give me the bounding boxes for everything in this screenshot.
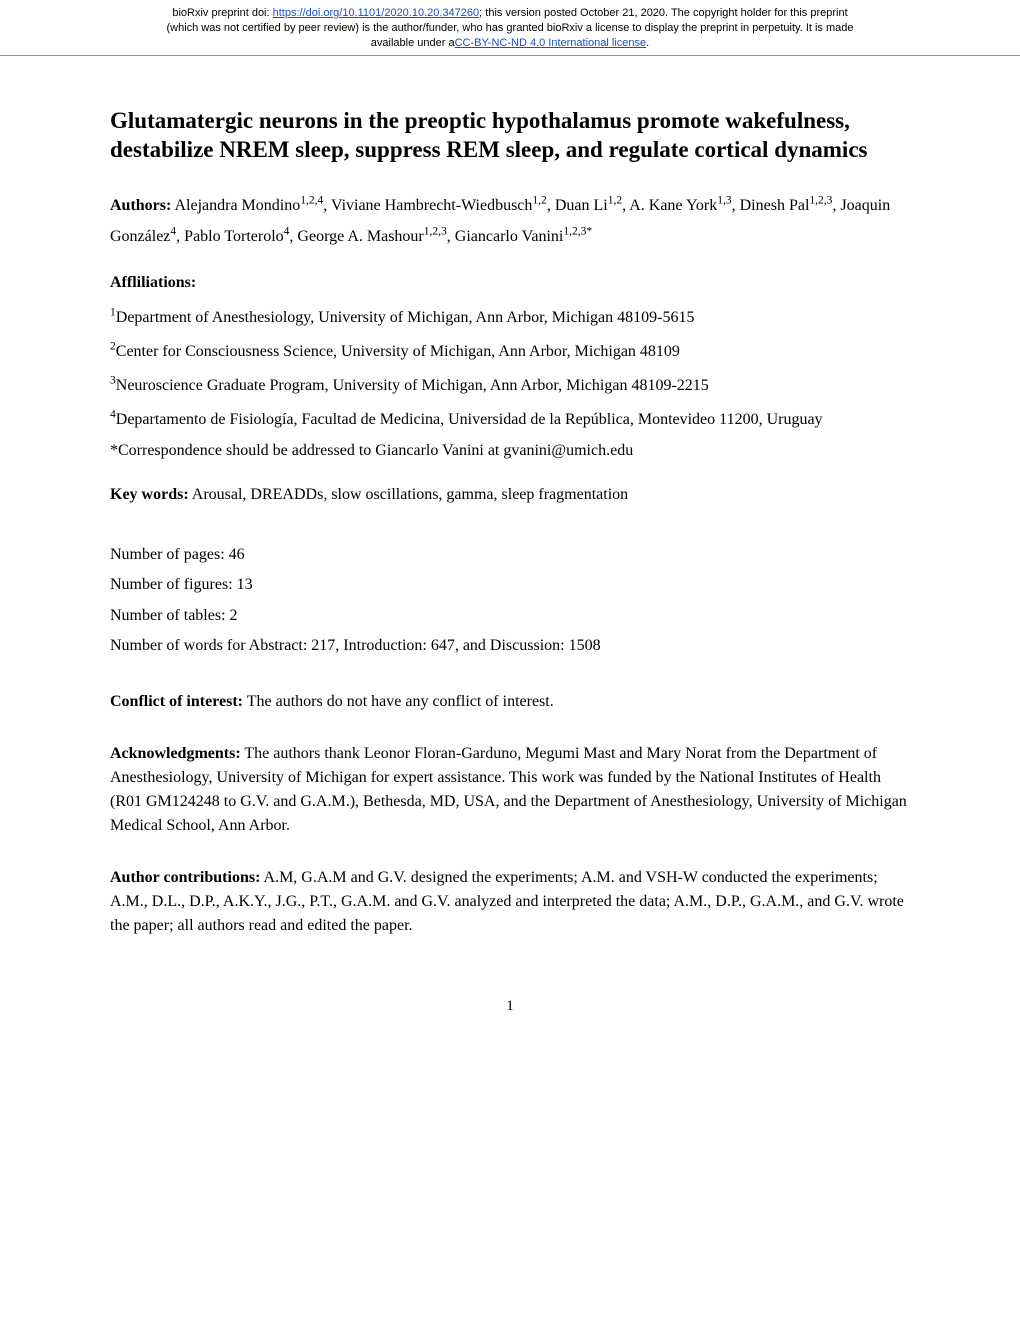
affiliation-item: 2Center for Consciousness Science, Unive…: [110, 340, 910, 364]
ack-label: Acknowledgments:: [110, 745, 241, 762]
banner-line3-suffix: .: [646, 37, 649, 49]
page-content: Glutamatergic neurons in the preoptic hy…: [0, 56, 1020, 1055]
conflict-of-interest: Conflict of interest: The authors do not…: [110, 690, 910, 714]
affiliation-text: Center for Consciousness Science, Univer…: [116, 343, 680, 360]
banner-line1-suffix: ; this version posted October 21, 2020. …: [479, 7, 848, 19]
coi-text: The authors do not have any conflict of …: [243, 693, 554, 710]
author-name: Duan Li: [555, 197, 608, 214]
author-name: George A. Mashour: [297, 228, 423, 245]
affiliation-item: 1Department of Anesthesiology, Universit…: [110, 306, 910, 330]
author-name: Alejandra Mondino: [174, 197, 300, 214]
contrib-label: Author contributions:: [110, 869, 260, 886]
author-name: A. Kane York: [629, 197, 717, 214]
affiliation-text: Neuroscience Graduate Program, Universit…: [116, 377, 709, 394]
author-affiliation-sup: 4: [284, 225, 290, 237]
author-affiliation-sup: 4: [170, 225, 176, 237]
affiliation-text: Department of Anesthesiology, University…: [116, 309, 695, 326]
author-affiliation-sup: 1,2,3: [809, 195, 832, 207]
paper-title: Glutamatergic neurons in the preoptic hy…: [110, 106, 910, 166]
counts-block: Number of pages: 46 Number of figures: 1…: [110, 540, 910, 662]
keywords-label: Key words:: [110, 486, 189, 503]
author-affiliation-sup: 1,2: [532, 195, 546, 207]
correspondence: *Correspondence should be addressed to G…: [110, 442, 910, 460]
acknowledgments: Acknowledgments: The authors thank Leono…: [110, 742, 910, 838]
author-affiliation-sup: 1,2,3*: [563, 225, 592, 237]
author-affiliation-sup: 1,2,3: [424, 225, 447, 237]
license-link[interactable]: CC-BY-NC-ND 4.0 International license: [455, 37, 647, 49]
affiliation-item: 3Neuroscience Graduate Program, Universi…: [110, 374, 910, 398]
author-name: Dinesh Pal: [740, 197, 810, 214]
doi-link[interactable]: https://doi.org/10.1101/2020.10.20.34726…: [273, 7, 480, 19]
author-affiliation-sup: 1,2: [608, 195, 622, 207]
affiliation-text: Departamento de Fisiología, Facultad de …: [116, 411, 823, 428]
count-figures: Number of figures: 13: [110, 570, 910, 600]
keywords-block: Key words: Arousal, DREADDs, slow oscill…: [110, 486, 910, 504]
count-pages: Number of pages: 46: [110, 540, 910, 570]
author-name: Giancarlo Vanini: [455, 228, 564, 245]
page-number: 1: [110, 998, 910, 1015]
count-words: Number of words for Abstract: 217, Intro…: [110, 631, 910, 661]
banner-line1-prefix: bioRxiv preprint doi:: [172, 7, 272, 19]
preprint-banner: bioRxiv preprint doi: https://doi.org/10…: [0, 0, 1020, 56]
coi-label: Conflict of interest:: [110, 693, 243, 710]
banner-line3-prefix: available under a: [371, 37, 455, 49]
author-contributions: Author contributions: A.M, G.A.M and G.V…: [110, 866, 910, 938]
count-tables: Number of tables: 2: [110, 601, 910, 631]
authors-label: Authors:: [110, 197, 171, 214]
author-affiliation-sup: 1,3: [717, 195, 731, 207]
affiliations-list: 1Department of Anesthesiology, Universit…: [110, 306, 910, 432]
authors-block: Authors: Alejandra Mondino1,2,4, Viviane…: [110, 191, 910, 252]
author-name: Viviane Hambrecht-Wiedbusch: [331, 197, 532, 214]
author-affiliation-sup: 1,2,4: [300, 195, 323, 207]
keywords-text: Arousal, DREADDs, slow oscillations, gam…: [189, 486, 628, 503]
authors-list: Alejandra Mondino1,2,4, Viviane Hambrech…: [110, 197, 890, 244]
affiliations-label: Affliliations:: [110, 274, 910, 292]
affiliation-item: 4Departamento de Fisiología, Facultad de…: [110, 408, 910, 432]
author-name: Pablo Torterolo: [184, 228, 283, 245]
banner-line2: (which was not certified by peer review)…: [166, 22, 853, 34]
